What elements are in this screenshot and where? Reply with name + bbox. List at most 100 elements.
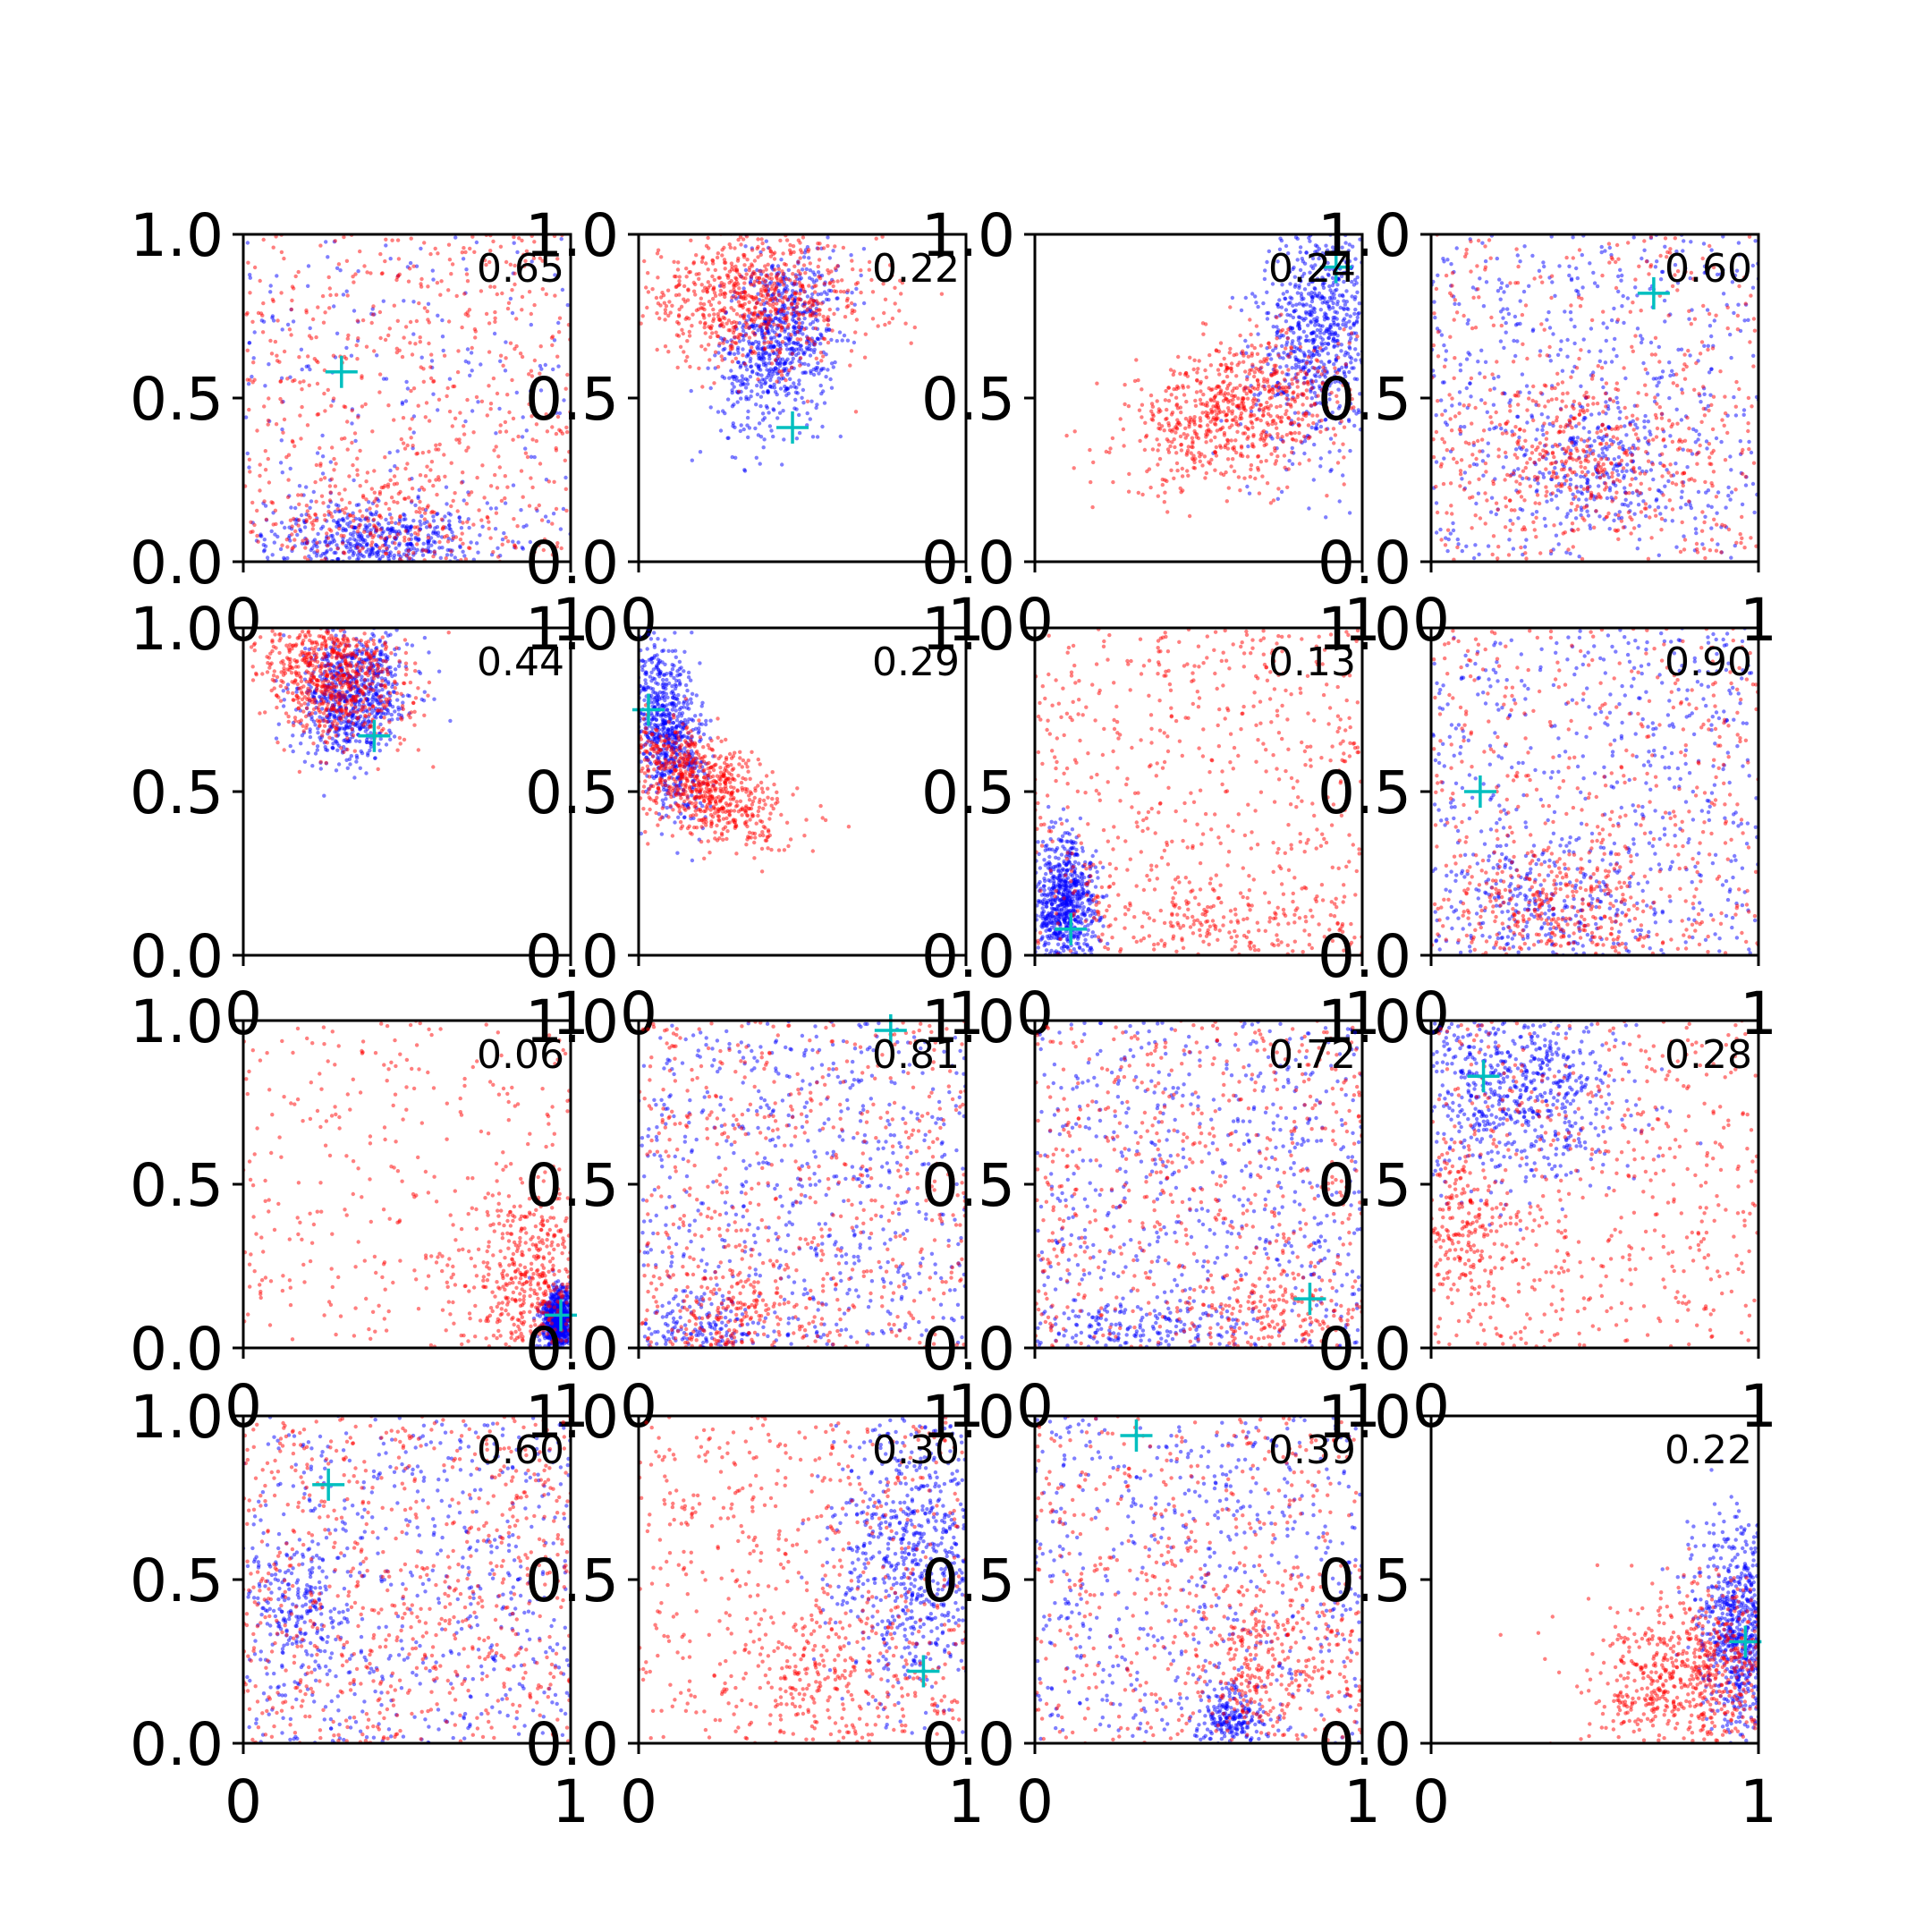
- blue-point: [1612, 518, 1616, 523]
- red-point: [1204, 375, 1209, 380]
- red-point: [450, 424, 454, 428]
- blue-point: [1290, 445, 1295, 451]
- red-point: [738, 314, 743, 318]
- red-point: [464, 448, 469, 453]
- blue-point: [1750, 285, 1756, 290]
- red-point: [1198, 416, 1203, 420]
- red-point: [1295, 385, 1301, 389]
- red-point: [516, 434, 521, 439]
- blue-point: [1479, 348, 1484, 352]
- red-point: [371, 304, 376, 309]
- blue-point: [741, 328, 746, 334]
- red-point: [394, 277, 399, 283]
- blue-point: [1326, 352, 1331, 356]
- red-point: [449, 504, 453, 509]
- blue-point: [1295, 291, 1301, 295]
- red-point: [1174, 427, 1180, 431]
- red-point: [1174, 461, 1180, 466]
- red-point: [399, 436, 403, 442]
- red-point: [743, 290, 748, 295]
- blue-point: [1308, 239, 1312, 243]
- red-point: [1234, 450, 1239, 455]
- red-point: [550, 553, 555, 557]
- red-point: [1156, 448, 1160, 453]
- red-point: [1246, 354, 1251, 359]
- blue-point: [802, 361, 807, 366]
- red-point: [262, 404, 267, 409]
- red-point: [1088, 447, 1092, 453]
- red-point: [1198, 397, 1203, 402]
- red-point: [863, 332, 868, 336]
- red-point: [1282, 453, 1287, 458]
- red-point: [411, 264, 416, 268]
- red-point: [690, 324, 694, 328]
- blue-point: [1624, 469, 1629, 473]
- red-point: [657, 316, 662, 321]
- blue-point: [248, 273, 252, 277]
- blue-point: [807, 256, 811, 260]
- red-point: [330, 445, 335, 450]
- blue-point: [1288, 301, 1292, 305]
- blue-point: [335, 266, 340, 270]
- red-point: [537, 503, 541, 508]
- blue-point: [1577, 555, 1581, 559]
- red-point: [715, 255, 720, 260]
- blue-point: [1308, 303, 1313, 309]
- red-point: [1165, 437, 1170, 442]
- panel-3: 0.240 10.00.51.0: [921, 201, 1381, 655]
- blue-point: [1354, 281, 1359, 285]
- blue-point: [469, 351, 474, 355]
- red-point: [1179, 448, 1184, 453]
- red-point: [1224, 369, 1228, 374]
- red-point: [372, 533, 377, 538]
- red-point: [449, 272, 453, 276]
- red-point: [461, 541, 465, 546]
- blue-point: [736, 345, 741, 350]
- blue-point: [808, 417, 812, 421]
- red-point: [1208, 352, 1212, 358]
- red-point: [1198, 424, 1202, 428]
- blue-point: [743, 386, 749, 390]
- red-point: [408, 267, 412, 271]
- blue-point: [769, 337, 774, 342]
- blue-point: [1633, 285, 1638, 290]
- blue-point: [1353, 294, 1358, 300]
- red-point: [1194, 390, 1199, 394]
- red-point: [364, 515, 369, 520]
- blue-point: [1298, 267, 1303, 273]
- red-point: [1279, 392, 1284, 396]
- blue-point: [1663, 484, 1667, 488]
- blue-point: [411, 547, 417, 551]
- blue-point: [1542, 516, 1547, 521]
- red-point: [1309, 386, 1314, 391]
- blue-point: [423, 564, 427, 567]
- blue-point: [441, 348, 445, 353]
- blue-point: [511, 539, 515, 544]
- red-point: [736, 237, 741, 242]
- blue-point: [1292, 330, 1296, 335]
- blue-point: [1292, 350, 1297, 354]
- red-point: [414, 510, 419, 514]
- panel-score-label: 0.24: [1268, 246, 1356, 292]
- red-point: [1136, 377, 1140, 383]
- blue-point: [453, 555, 457, 560]
- blue-point: [1352, 277, 1358, 283]
- red-point: [1191, 439, 1195, 444]
- red-point: [1234, 422, 1239, 427]
- red-point: [1273, 462, 1277, 466]
- red-point: [520, 238, 524, 243]
- blue-point: [1554, 533, 1559, 538]
- red-point: [1343, 362, 1348, 367]
- blue-point: [790, 360, 794, 364]
- red-point: [291, 440, 295, 445]
- blue-point: [1565, 337, 1570, 343]
- red-point: [1248, 318, 1252, 322]
- blue-point: [1335, 338, 1340, 343]
- blue-point: [511, 483, 516, 487]
- red-point: [1286, 402, 1291, 407]
- red-point: [1225, 397, 1230, 402]
- blue-point: [768, 377, 773, 383]
- blue-point: [299, 347, 304, 352]
- red-point: [426, 536, 430, 540]
- red-point: [1178, 371, 1182, 376]
